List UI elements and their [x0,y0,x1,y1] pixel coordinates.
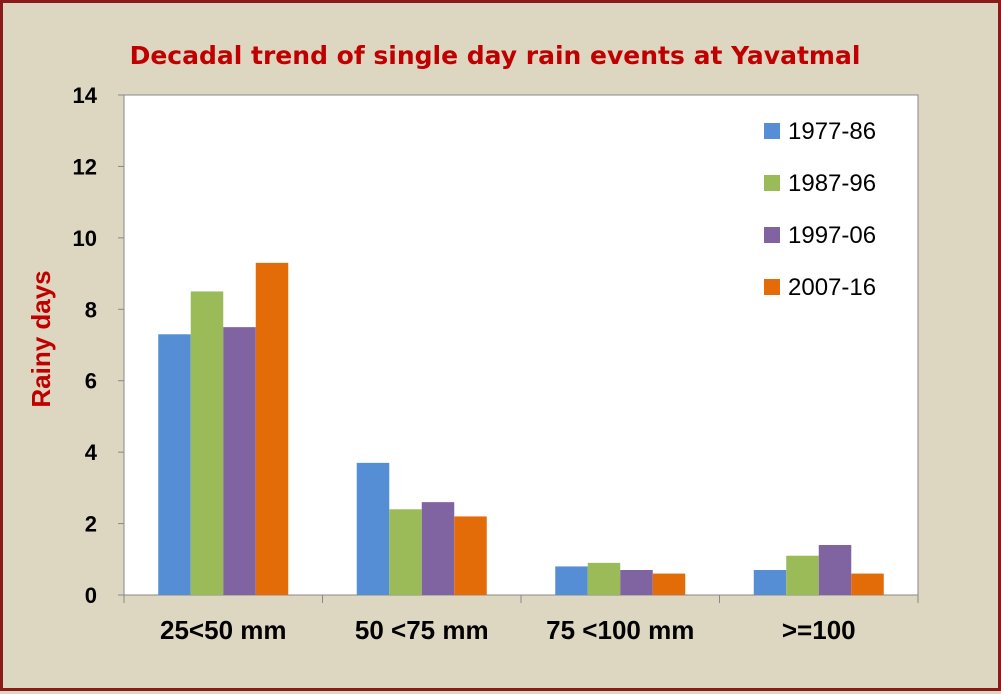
bar-2007-16-2 [454,516,487,595]
y-tick-label: 8 [85,297,97,322]
y-tick-label: 6 [85,369,97,394]
x-tick-label: 25<50 mm [160,615,286,645]
bar-1997-06-4 [818,545,852,595]
legend-swatch [764,123,780,139]
bar-1997-06-1 [223,327,256,595]
bar-2007-16-4 [851,573,884,595]
bar-1987-96-3 [587,562,621,595]
y-axis-label: Rainy days [26,270,56,407]
bar-2007-16-1 [255,262,289,595]
legend-label: 1997-06 [788,222,876,249]
legend-label: 1977-86 [788,118,876,145]
x-tick-label: 50 <75 mm [355,615,489,645]
legend-swatch [764,279,780,295]
legend-label: 2007-16 [788,274,876,301]
bar-1977-86-3 [555,566,588,595]
y-tick-label: 2 [85,512,97,537]
bar-1987-96-1 [190,291,224,595]
bars [158,262,884,595]
bar-chart: Decadal trend of single day rain events … [26,41,919,645]
y-tick-label: 14 [73,83,98,108]
legend-swatch [764,227,780,243]
bar-1987-96-2 [389,509,422,595]
bar-1977-86-2 [356,462,390,595]
bar-2007-16-3 [652,573,686,595]
bar-1977-86-1 [158,334,191,595]
legend-swatch [764,175,780,191]
bar-1997-06-3 [620,570,653,595]
y-tick-label: 4 [85,440,98,465]
y-tick-label: 12 [73,154,97,179]
axes: 0 2 4 6 8 10 12 14 25<50 mm 50 <75 mm 75 <100 mm >=… [73,83,919,645]
x-tick-label: 75 <100 mm [546,615,694,645]
bar-1977-86-4 [753,570,787,595]
bar-1987-96-4 [786,555,819,595]
legend-label: 1987-96 [788,170,876,197]
y-tick-label: 0 [85,583,97,608]
x-tick-label: >=100 [782,615,856,645]
chart-title: Decadal trend of single day rain events … [130,41,861,70]
legend: 1977-86 1987-96 1997-06 2007-16 [764,118,876,301]
y-tick-label: 10 [73,226,97,251]
bar-1997-06-2 [421,502,455,595]
